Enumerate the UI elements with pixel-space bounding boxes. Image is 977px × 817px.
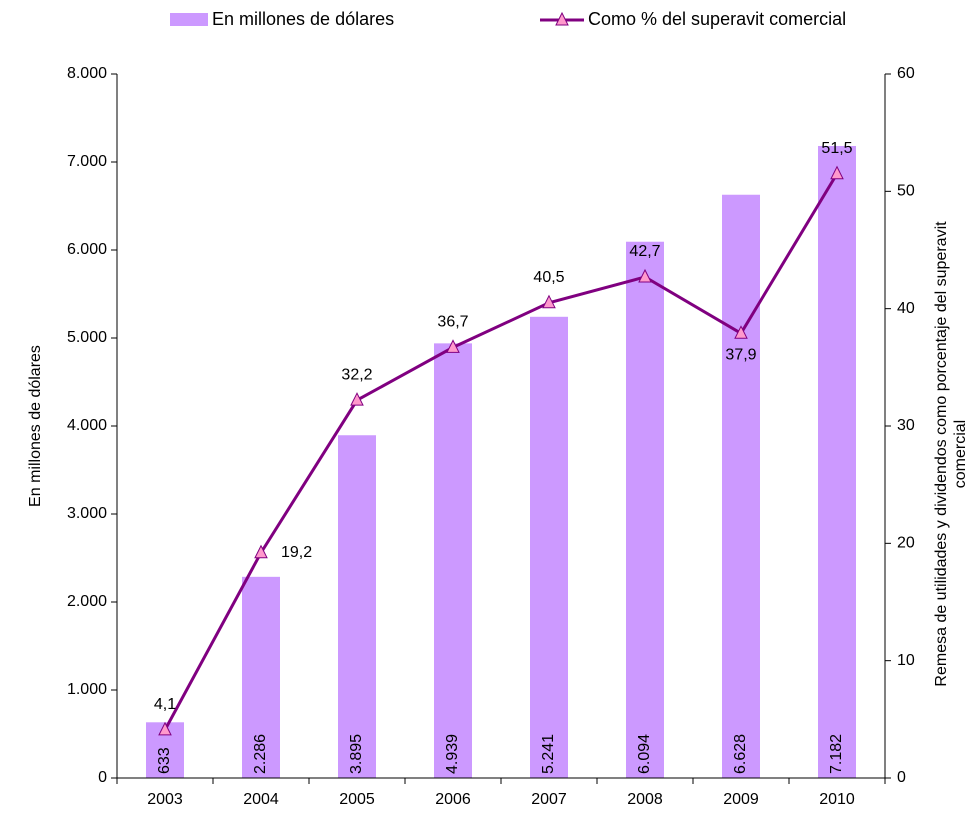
y-tick-label: 5.000 — [67, 329, 107, 346]
bar-value-label: 2.286 — [252, 734, 269, 774]
bar — [626, 241, 664, 778]
x-tick-label: 2008 — [627, 791, 663, 808]
y-tick-label: 1.000 — [67, 681, 107, 698]
bar-value-label: 3.895 — [348, 734, 365, 774]
y2-tick-label: 10 — [897, 652, 915, 669]
x-tick-label: 2009 — [723, 791, 759, 808]
bar — [818, 145, 856, 778]
x-tick-label: 2006 — [435, 791, 471, 808]
legend-label: En millones de dólares — [212, 9, 394, 29]
x-tick-label: 2010 — [819, 791, 855, 808]
line-value-label: 32,2 — [341, 366, 372, 383]
marker — [734, 325, 748, 339]
y2-tick-label: 0 — [897, 769, 906, 786]
y-tick-label: 0 — [98, 769, 107, 786]
marker — [830, 165, 844, 180]
line-value-label: 4,1 — [154, 696, 176, 713]
bar-value-label: 6.094 — [636, 734, 653, 774]
bar-value-label: 4.939 — [444, 734, 461, 774]
line-value-label: 36,7 — [437, 314, 468, 331]
x-tick-label: 2003 — [147, 791, 183, 808]
marker — [158, 721, 172, 736]
line-value-label: 51,5 — [821, 140, 852, 157]
legend-swatch — [170, 13, 208, 26]
y-tick-label: 6.000 — [67, 241, 107, 258]
line-value-label: 19,2 — [281, 544, 312, 561]
bar — [434, 343, 472, 778]
y2-tick-label: 20 — [897, 535, 915, 552]
legend-label: Como % del superavit comercial — [588, 9, 846, 29]
marker — [542, 294, 556, 309]
line — [163, 172, 839, 731]
legend-marker — [555, 11, 569, 26]
marker — [638, 268, 652, 283]
bar — [722, 194, 760, 779]
x-tick-label: 2007 — [531, 791, 567, 808]
y-tick-label: 4.000 — [67, 417, 107, 434]
y-tick-label: 7.000 — [67, 153, 107, 170]
marker — [446, 339, 460, 353]
bar-value-label: 633 — [156, 747, 173, 774]
marker — [350, 392, 364, 406]
y-tick-label: 2.000 — [67, 593, 107, 610]
line-value-label: 40,5 — [533, 269, 564, 286]
bar-value-label: 5.241 — [540, 734, 557, 774]
bar — [242, 576, 280, 778]
y2-axis-label: Remesa de utilidades y dividendos como p… — [933, 221, 950, 687]
bar-value-label: 6.628 — [732, 734, 749, 774]
y2-tick-label: 30 — [897, 417, 915, 434]
bar-value-label: 7.182 — [828, 734, 845, 774]
bar — [530, 316, 568, 778]
marker — [254, 544, 268, 559]
line-value-label: 42,7 — [629, 243, 660, 260]
y2-tick-label: 40 — [897, 300, 915, 317]
y-tick-label: 3.000 — [67, 505, 107, 522]
x-tick-label: 2005 — [339, 791, 375, 808]
y2-axis-label: comercial — [952, 420, 969, 488]
x-tick-label: 2004 — [243, 791, 279, 808]
line-value-label: 37,9 — [725, 347, 756, 364]
y-tick-label: 8.000 — [67, 65, 107, 82]
y2-tick-label: 50 — [897, 183, 915, 200]
bar — [338, 435, 376, 778]
y-axis-label: En millones de dólares — [27, 345, 44, 507]
y2-tick-label: 60 — [897, 65, 915, 82]
